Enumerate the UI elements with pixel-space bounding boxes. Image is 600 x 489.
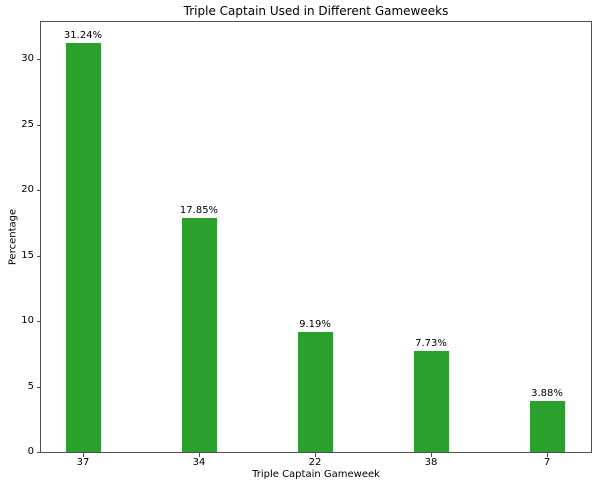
x-tick-mark — [315, 453, 316, 457]
y-tick-label: 25 — [21, 118, 34, 130]
bar — [529, 401, 565, 452]
y-tick-mark — [37, 452, 41, 453]
x-tick-mark — [83, 453, 84, 457]
x-tick-label: 22 — [308, 457, 322, 468]
y-tick-label: 5 — [27, 380, 34, 392]
x-tick-mark — [547, 453, 548, 457]
bar — [413, 350, 449, 452]
chart-title: Triple Captain Used in Different Gamewee… — [183, 4, 449, 18]
bar-value-label: 7.73% — [415, 337, 447, 349]
bar — [65, 43, 101, 452]
y-tick-label: 10 — [21, 315, 34, 327]
x-tick-label: 34 — [192, 457, 206, 468]
bar-value-label: 9.19% — [299, 318, 331, 330]
y-tick-mark — [37, 255, 41, 257]
y-tick-label: 20 — [21, 184, 34, 196]
y-tick-label: 15 — [21, 249, 34, 261]
y-tick-label: 30 — [21, 53, 34, 65]
x-tick-mark — [431, 453, 432, 457]
y-tick-mark — [37, 124, 41, 126]
bar-value-label: 17.85% — [179, 205, 219, 217]
x-tick-mark — [199, 453, 200, 457]
y-tick-mark — [37, 321, 41, 323]
x-tick-label: 37 — [76, 457, 90, 468]
y-tick-mark — [37, 59, 41, 61]
x-axis-label: Triple Captain Gameweek — [252, 469, 380, 480]
x-tick-label: 38 — [424, 457, 438, 468]
bar — [181, 218, 217, 452]
bar-value-label: 3.88% — [531, 388, 563, 400]
y-tick-mark — [37, 190, 41, 192]
y-tick-mark — [37, 386, 41, 388]
x-tick-label: 7 — [543, 457, 551, 468]
bar-value-label: 31.24% — [63, 30, 103, 42]
bar — [297, 331, 333, 452]
y-tick-label: 0 — [27, 446, 34, 457]
